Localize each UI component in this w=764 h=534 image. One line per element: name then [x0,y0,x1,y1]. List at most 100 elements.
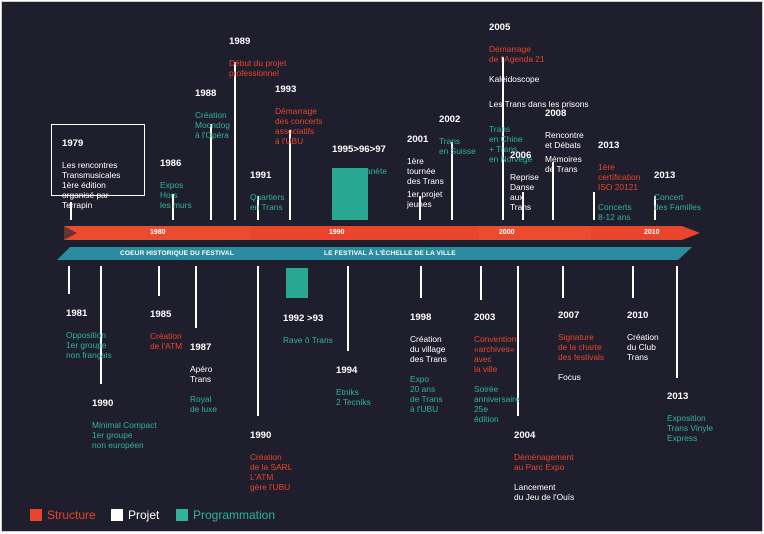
event-1990b: 1990 Création de la SARL L'ATM gère l'UB… [250,420,292,492]
line-1991 [257,196,259,220]
event-text: Etniks 2 Tecniks [336,387,371,407]
event-text: Expos Hors les murs [160,180,192,210]
event-year: 1979 [62,138,84,149]
event-2008: 2008 Rencontre et Débats Mémoires de Tra… [545,98,584,184]
event-text: Trans en Suisse [439,136,476,156]
line-2005 [502,57,504,220]
programmation-block-1992 [286,268,308,298]
event-text-3: Les Trans dans les prisons [489,99,589,109]
event-text-2: Soirée anniversaire 25e édition [474,384,520,424]
event-1979: 1979 Les rencontres Transmusicales 1ère … [62,128,142,210]
line-1985 [158,266,160,296]
band-highlight-1 [64,226,250,240]
event-2005: 2005 Démarrage de l'Agenda 21 Kaléidosco… [489,12,589,174]
line-2002 [451,142,453,220]
line-1994 [347,266,349,351]
event-year: 2002 [439,114,461,125]
event-year: 1994 [336,365,358,376]
event-2013c: 2013 Exposition Trans Vinyle Express [667,381,713,443]
event-year: 2013 [667,391,689,402]
event-year: 1993 [275,84,297,95]
line-2008 [552,162,554,220]
programmation-block-1995 [332,168,368,220]
event-text: Création de l'ATM [150,331,183,351]
legend-label-projet: Projet [128,508,160,522]
event-text: Signature de la charte des festivals [558,332,605,362]
tick-2010: 2010 [644,229,660,236]
event-text: Démarrage des concerts associatifs à l'U… [275,106,323,146]
line-1990b [257,266,259,416]
legend-projet: Projet [111,508,159,522]
event-1986: 1986 Expos Hors les murs [160,148,192,210]
event-text: Création Moondog à l'Opéra [195,110,230,140]
event-year: 1995>96>97 [332,144,386,155]
event-year: 1986 [160,158,182,169]
structure-ribbon [64,226,700,240]
event-year: 1990 [250,430,272,441]
band-label-coeur: COEUR HISTORIQUE DU FESTIVAL [120,250,234,257]
event-year: 1989 [229,36,251,47]
event-text-2: 1er projet jeunes [407,189,443,209]
event-text: Convention «archives» avec la ville [474,334,517,374]
line-1981 [68,266,70,294]
event-2006: 2006 Reprise Danse aux Trans [510,140,539,212]
tick-1990: 1990 [329,229,345,236]
event-year: 1990 [92,398,114,409]
event-text: Opposition 1er groupe non français [66,330,112,360]
line-1988 [210,124,212,220]
event-year: 2013 [654,170,676,181]
event-text-2: Lancement du Jeu de l'Ouïs [514,482,575,502]
line-1998 [420,266,422,298]
event-1985: 1985 Création de l'ATM [150,299,182,351]
line-1989 [234,62,236,220]
legend-programmation: Programmation [176,508,275,522]
event-text-2: Concerts 8-12 ans [598,202,632,222]
event-year: 1987 [190,342,212,353]
legend-swatch-structure [30,509,42,521]
event-1981: 1981 Opposition 1er groupe non français [66,298,112,360]
event-1991: 1991 Quartiers en Trans [250,160,284,212]
band-highlight-2 [479,226,591,240]
event-2013b: 2013 Concert des Familles [654,160,701,212]
legend-swatch-projet [111,509,123,521]
event-text: 1ère certification ISO 20121 [598,162,641,192]
event-text-2: Focus [558,372,581,382]
event-year: 2005 [489,22,511,33]
event-1989: 1989 Début du projet professionnel [229,26,286,78]
event-text: Reprise Danse aux Trans [510,172,539,212]
line-2013c [676,266,678,378]
event-1987: 1987 Apéro Trans Royal de luxe [190,332,217,424]
event-year: 2004 [514,430,536,441]
legend-label-structure: Structure [47,508,96,522]
event-text: Exposition Trans Vinyle Express [667,413,714,443]
event-text: Quartiers en Trans [250,192,285,212]
event-2004: 2004 Déménagement au Parc Expo Lancement… [514,420,574,512]
line-1993 [289,130,291,220]
line-2013a [593,192,595,220]
event-text: 1ère tournée des Trans [407,156,444,186]
event-text: Création de la SARL L'ATM gère l'UBU [250,452,293,492]
line-2006 [522,192,524,220]
event-year: 1992 >93 [283,313,324,324]
event-1988: 1988 Création Moondog à l'Opéra [195,78,230,140]
event-text-4: Trans en Chine + Trans en Norvège [489,124,533,164]
event-year: 2006 [510,150,532,161]
event-year: 2003 [474,312,496,323]
event-text: Création du Club Trans [627,332,659,362]
tick-1980: 1980 [150,229,166,236]
event-2013a: 2013 1ère certification ISO 20121 Concer… [598,130,640,232]
event-2003: 2003 Convention «archives» avec la ville… [474,302,520,434]
event-year: 1988 [195,88,217,99]
event-year: 2008 [545,108,567,119]
event-text: Rave ô Trans [283,335,333,345]
event-1993: 1993 Démarrage des concerts associatifs … [275,74,322,146]
event-text: Démarrage de l'Agenda 21 [489,44,545,64]
event-text: Rencontre et Débats [545,130,584,150]
line-2003 [480,266,482,300]
line-2004 [517,266,519,416]
event-year: 1991 [250,170,272,181]
event-text-2: Kaléidoscope [489,74,540,84]
event-year: 1981 [66,308,88,319]
